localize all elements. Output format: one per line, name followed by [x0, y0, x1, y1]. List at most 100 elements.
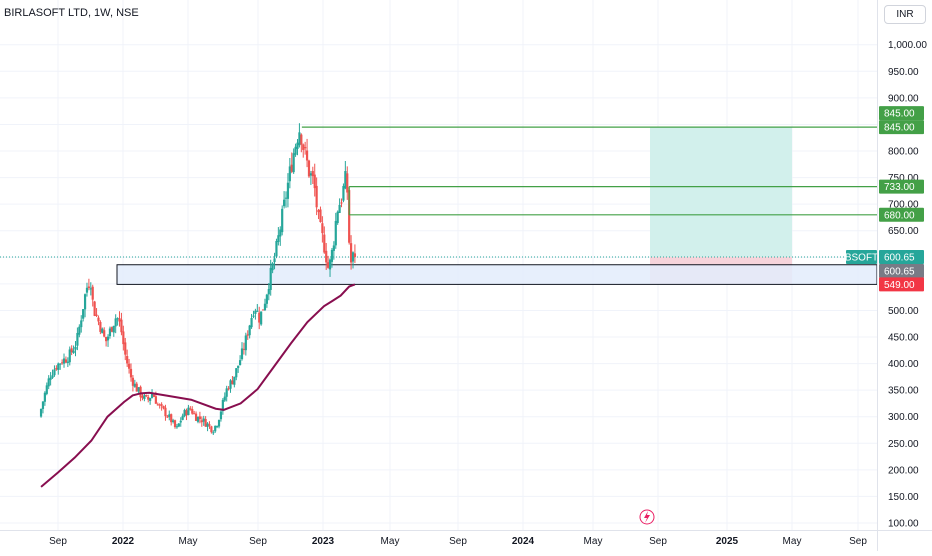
candle: [162, 405, 165, 410]
support-zone[interactable]: [116, 264, 878, 285]
price-tag: 733.00: [879, 179, 924, 194]
candle: [286, 173, 290, 208]
candle: [120, 312, 123, 336]
moving-average-line[interactable]: [40, 283, 356, 488]
candle: [175, 423, 179, 429]
candle: [170, 413, 173, 426]
candle: [225, 385, 228, 402]
candles: [39, 123, 357, 436]
candle: [233, 376, 236, 388]
price-axis[interactable]: 1,000.00950.00900.00850.00800.00750.0070…: [877, 0, 932, 530]
target-zone[interactable]: [650, 127, 792, 257]
candle: [311, 166, 314, 185]
candle: [279, 226, 282, 246]
candle: [78, 324, 81, 338]
candle: [330, 247, 334, 268]
candle: [307, 159, 311, 178]
price-tag-label: 845.00: [884, 123, 915, 134]
candle: [187, 404, 190, 416]
candle: [319, 206, 322, 223]
candle: [254, 308, 257, 320]
candle: [210, 425, 213, 434]
candle: [216, 425, 219, 429]
candle: [273, 252, 276, 270]
candle: [185, 408, 188, 421]
candle: [45, 382, 48, 396]
candle: [300, 133, 303, 153]
candle: [41, 401, 45, 414]
price-axis-labels: 1,000.00950.00900.00850.00800.00750.0070…: [879, 40, 927, 530]
time-tick-label: 2024: [512, 536, 535, 547]
candle: [325, 242, 328, 270]
candle: [321, 216, 324, 243]
candle: [328, 258, 332, 277]
candle: [340, 198, 343, 208]
candle: [338, 198, 341, 214]
candle: [110, 326, 113, 333]
candle: [66, 357, 69, 368]
candle: [172, 418, 175, 424]
candle: [336, 210, 339, 225]
candle: [89, 282, 92, 296]
price-tag: 680.00: [879, 207, 924, 222]
candle: [235, 367, 238, 381]
candle: [283, 191, 286, 209]
candle: [246, 330, 249, 340]
candle: [284, 191, 288, 208]
candle: [126, 349, 129, 367]
price-tag: 845.00: [879, 106, 924, 121]
candle: [344, 160, 347, 190]
candle: [82, 309, 85, 322]
candle: [317, 208, 320, 220]
candle: [193, 410, 196, 415]
lightning-icon[interactable]: [639, 509, 655, 525]
candle: [263, 298, 267, 312]
candle: [68, 346, 71, 366]
candle: [244, 332, 247, 356]
candle: [160, 402, 163, 411]
time-axis[interactable]: Sep 2022 May Sep 2023 May Sep 2024 May Sep 2025 May…: [0, 530, 877, 551]
candle: [118, 311, 121, 327]
price-tick-label: 250.00: [888, 439, 919, 450]
candle: [122, 325, 125, 351]
candle: [277, 227, 280, 246]
candle: [76, 327, 79, 351]
candle: [147, 394, 150, 403]
symbol-tag: BSOFT: [845, 249, 878, 264]
currency-button[interactable]: INR: [884, 5, 926, 24]
candle: [267, 283, 270, 301]
candle: [93, 300, 96, 317]
candle: [349, 235, 353, 270]
candle: [204, 416, 207, 427]
candle: [221, 398, 224, 415]
time-tick-label: May: [179, 536, 198, 547]
price-tag-label: 549.00: [884, 280, 915, 291]
chart-title: BIRLASOFT LTD, 1W, NSE: [4, 7, 139, 19]
candle: [238, 355, 242, 366]
candle: [240, 342, 244, 361]
candle: [196, 416, 200, 424]
candle: [202, 415, 205, 426]
time-tick-label: Sep: [449, 536, 467, 547]
price-tick-label: 750.00: [888, 173, 919, 184]
price-tag-label: 733.00: [884, 182, 915, 193]
candle: [304, 141, 307, 155]
candle: [305, 138, 309, 168]
candle: [334, 212, 337, 249]
candle: [156, 402, 159, 406]
chart-plot[interactable]: BSOFT: [0, 0, 878, 530]
candle: [131, 375, 135, 392]
chart-area[interactable]: BSOFT: [0, 0, 878, 530]
candle: [112, 325, 115, 337]
candle: [143, 393, 146, 402]
candle: [91, 284, 94, 307]
price-tag-label: 600.65: [884, 252, 915, 263]
candle: [64, 356, 68, 364]
candle: [256, 304, 259, 312]
time-tick-label: May: [381, 536, 400, 547]
price-tick-label: 100.00: [888, 519, 919, 530]
candle: [85, 282, 89, 297]
candle: [61, 359, 64, 365]
candle: [166, 414, 169, 418]
candle: [99, 320, 102, 335]
